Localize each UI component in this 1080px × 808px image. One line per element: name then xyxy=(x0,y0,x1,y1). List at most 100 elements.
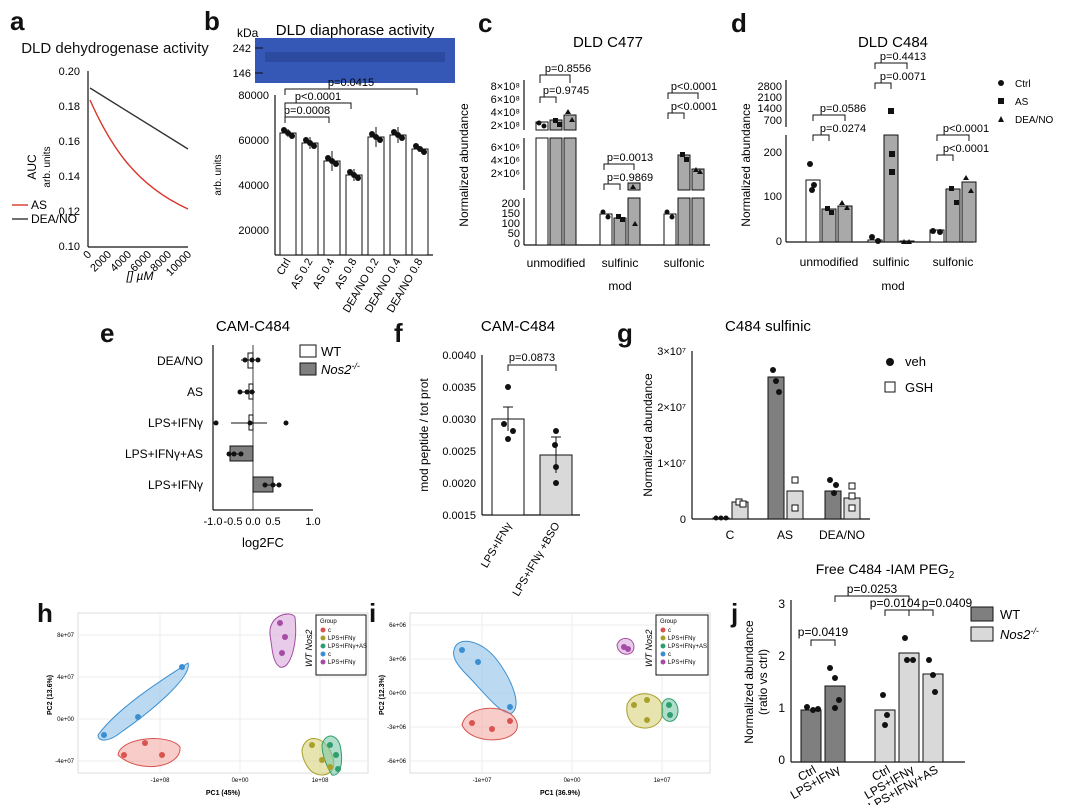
pvalue-label: p=0.9745 xyxy=(543,85,589,97)
y-tick-label: 0e+00 xyxy=(389,691,407,697)
panel-d-bars xyxy=(805,134,977,243)
legend-as-label: AS xyxy=(31,198,47,212)
panel-e-axes xyxy=(212,345,313,511)
legend-label: c xyxy=(328,652,331,658)
x-tick-label: -1.0 xyxy=(204,516,223,528)
bar-sulfinic-as xyxy=(883,134,899,243)
pvalue-label: p=0.0104 xyxy=(870,596,921,610)
x-tick-label: 1.0 xyxy=(305,516,320,528)
gel-kda-label: kDa xyxy=(237,26,259,40)
y-tick-label: 200 xyxy=(764,147,782,159)
y-tick-label: 0.16 xyxy=(59,136,80,148)
legend-label: c xyxy=(668,628,671,634)
x-tick-label: 2000 xyxy=(88,249,114,275)
y-tick-label: 0 xyxy=(778,753,785,767)
gel-marker-label: 146 xyxy=(233,68,251,80)
legend-label: LPS+IFNγ+AS xyxy=(668,644,707,650)
y-tick-label: 1 xyxy=(778,701,785,715)
panel-d-chart: DLD C484 2800 2100 1400 700 200 100 0 No… xyxy=(739,34,1054,293)
x-group-label: sulfonic xyxy=(933,255,974,269)
x-tick-label: Ctrl xyxy=(275,257,294,278)
legend-label: Ctrl xyxy=(1015,79,1031,90)
y-tick-label: 60000 xyxy=(238,135,269,147)
y-tick-label: 0.18 xyxy=(59,101,80,113)
y-tick-label: 150 xyxy=(502,208,520,220)
y-tick-label: 6×10⁸ xyxy=(491,94,520,106)
y-axis-label: arb. units xyxy=(213,154,224,195)
x-axis-label: PC1 (36.9%) xyxy=(540,790,580,797)
y-tick-label: 0 xyxy=(514,238,520,250)
panel-j-points xyxy=(804,635,938,728)
x-group-label: unmodified xyxy=(527,256,586,270)
panel-g-points xyxy=(713,367,856,521)
y-tick-label: 50 xyxy=(508,228,520,240)
pvalue-label: p=0.8556 xyxy=(545,63,591,75)
data-point xyxy=(355,175,361,181)
x-tick-label: 0e+00 xyxy=(564,778,582,784)
panel-e-title: CAM-C484 xyxy=(216,318,290,335)
pvalue-label: p=0.0274 xyxy=(820,123,866,135)
bar-2 xyxy=(323,160,341,256)
y-axis-label: AUC xyxy=(25,154,39,180)
legend-label: LPS+IFNγ xyxy=(328,636,356,642)
pca-points xyxy=(459,644,673,732)
bar-sulfinic-as xyxy=(613,217,627,246)
legend-title: Group xyxy=(660,619,677,625)
bar-ko-lpsifnas xyxy=(922,673,944,763)
y-tick-label: 0.20 xyxy=(59,66,80,78)
legend-label: WT xyxy=(321,344,341,359)
legend-label: WT xyxy=(1000,607,1020,622)
y-tick-label: 2 xyxy=(778,649,785,663)
panel-j-title: Free C484 -IAM PEG2 xyxy=(816,561,955,581)
data-point xyxy=(399,135,405,141)
panel-a-chart: 0.20 0.18 0.16 0.14 0.12 0.10 0 2000 400… xyxy=(12,66,194,283)
panel-f-chart: CAM-C484 0.0040 0.0035 0.0030 0.0025 0.0… xyxy=(417,318,580,599)
legend-label: LPS+IFNγ+AS xyxy=(328,644,367,650)
y-tick-label: 0.0020 xyxy=(442,478,476,490)
y-axis-label: PC2 (13.6%) xyxy=(47,675,54,715)
pvalue-label: p=0.0008 xyxy=(284,105,330,117)
legend-label: Nos2-/- xyxy=(1000,626,1039,642)
data-point xyxy=(377,137,383,143)
panel-label-g: g xyxy=(617,318,633,348)
bar-unmod-deano xyxy=(563,114,577,131)
x-axis-label: mod xyxy=(608,279,631,293)
y-tick-label: 8×10⁸ xyxy=(491,81,520,93)
y-tick-label: 4×10⁶ xyxy=(491,155,520,167)
y-tick-label: 100 xyxy=(502,218,520,230)
panel-i-chart: 6e+06 3e+06 0e+00 -3e+06 -6e+06 -1e+07 0… xyxy=(379,612,711,797)
x-tick-label: LPS+IFNγ xyxy=(479,520,515,570)
panel-b-pvals xyxy=(284,88,418,123)
x-tick-label: AS xyxy=(777,528,793,542)
legend-deano-label: DEA/NO xyxy=(31,212,77,226)
pvalue-label: p<0.0001 xyxy=(295,91,341,103)
data-point xyxy=(333,161,339,167)
pvalue-label: p=0.4413 xyxy=(880,51,926,63)
panel-label-a: a xyxy=(10,6,25,36)
legend-label: c xyxy=(668,652,671,658)
panel-label-b: b xyxy=(204,6,220,36)
panel-c-chart: DLD C477 8×10⁸ 6×10⁸ 4×10⁸ 2×10⁸ 6×10⁶ 4… xyxy=(458,34,717,293)
bar-lpsifn xyxy=(491,418,525,516)
bar-1 xyxy=(301,142,319,256)
x-group-label: sulfonic xyxy=(664,256,705,270)
y-tick-label: 700 xyxy=(764,115,782,127)
panel-c-pvals xyxy=(539,74,699,190)
y-tick-label: 2800 xyxy=(758,81,782,93)
y-tick-label: 2×10⁷ xyxy=(657,402,686,414)
pvalue-label: p<0.0001 xyxy=(671,101,717,113)
bar-sulfonic-deano xyxy=(691,168,705,191)
panel-g-legend: veh GSH xyxy=(884,354,933,395)
bar-sulfonic-deano-low xyxy=(691,197,705,246)
panel-label-j: j xyxy=(731,598,739,628)
legend-label: LPS+IFNγ xyxy=(668,636,696,642)
x-tick-label: LPS+IFNγ xyxy=(788,762,843,802)
y-tick-label: 0.0025 xyxy=(442,446,476,458)
y-axis-label: Normalized abundance xyxy=(458,103,471,227)
bar-ko-lpsifn xyxy=(898,652,920,763)
bar-unmod-as-low xyxy=(549,137,563,246)
y-tick-label: 2×10⁸ xyxy=(491,120,520,132)
panel-a-axes xyxy=(87,71,188,248)
y-category-label: LPS+IFNγ xyxy=(148,416,203,430)
pvalue-label: p=0.0409 xyxy=(922,596,973,610)
